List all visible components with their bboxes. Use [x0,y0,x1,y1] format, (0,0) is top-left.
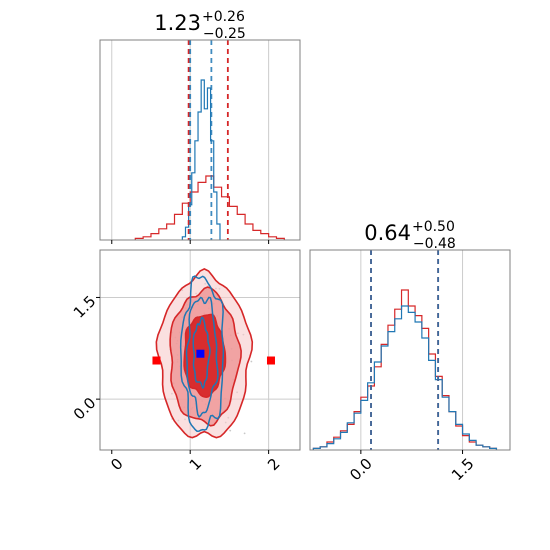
joint-y-ticks: 0.0 1.5 [70,292,100,423]
marginal-param2-frame [309,249,511,451]
joint-y-tick-0: 0.0 [70,394,100,424]
marginal-param1-ticks [111,240,270,244]
joint-panel: 0 1 2 0.0 1.5 [70,249,301,474]
marginal-param2-tick-1: 1.5 [448,455,478,485]
param2-minus: −0.48 [413,236,456,252]
joint-x-ticks: 0 1 2 [107,450,284,474]
marginal-param1-histograms [134,40,285,240]
param1-median: 1.23 [154,11,201,35]
joint-y-tick-label-1: 1.5 [70,292,100,322]
joint-sample-point [250,360,253,363]
joint-y-tick-label-0: 0.0 [70,394,100,424]
joint-frame [99,249,301,451]
marginal-param1-frame [99,39,301,241]
joint-red-marker-1 [266,356,275,365]
joint-x-tick-label-1: 1 [186,455,205,474]
joint-y-tick-1: 1.5 [70,292,100,322]
joint-x-tick-label-0: 0 [107,455,126,474]
marginal-param1-red-histogram [134,175,285,240]
joint-blue-marker [196,349,205,358]
marginal-param2-tick-label-1: 1.5 [448,455,478,485]
joint-sample-point [243,432,246,435]
param2-median: 0.64 [364,221,411,245]
joint-blue-contour-2 [179,275,225,432]
param2-plus: +0.50 [412,219,455,235]
marginal-param2-grid [360,250,464,450]
param1-minus: −0.25 [203,26,246,42]
marginal-param1-title: 1.23+0.26 −0.25 [154,9,246,42]
joint-sample-point [228,463,230,465]
joint-red-marker-0 [152,356,161,365]
joint-x-tick-1: 1 [186,455,205,474]
param1-plus: +0.26 [202,9,245,25]
marginal-param2-histograms [312,250,498,450]
joint-x-tick-2: 2 [264,455,283,474]
joint-sample-point [229,429,232,432]
marginal-param2-blue-histogram [312,305,498,450]
joint-contours [152,268,275,465]
marginal-param2-tick-0: 0.0 [346,455,376,485]
marginal-param2-panel: 0.0 1.5 0.64+0.50 −0.48 [309,219,511,485]
joint-blue-contour-0 [192,316,211,389]
joint-x-tick-0: 0 [107,455,126,474]
marginal-param1-panel: 1.23+0.26 −0.25 [99,9,301,244]
joint-blue-contour-1 [185,296,219,419]
marginal-param2-ticks: 0.0 1.5 [346,450,478,485]
joint-x-tick-label-2: 2 [264,455,283,474]
marginal-param2-tick-label-0: 0.0 [346,455,376,485]
marginal-param2-title: 0.64+0.50 −0.48 [364,219,456,252]
marginal-param2-red-histogram [312,289,498,450]
